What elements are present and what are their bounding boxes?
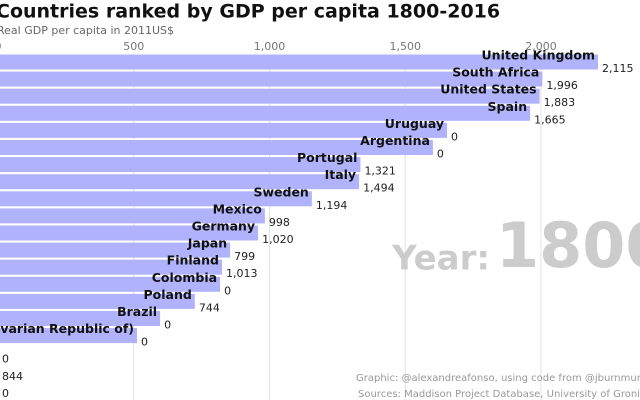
x-tick-label: 2,000 [525, 40, 557, 53]
bar-label: Argentina [360, 133, 430, 148]
bar-label: South Africa [452, 65, 539, 80]
bar [0, 105, 531, 121]
value-label: 0 [164, 319, 171, 332]
bar-label: Japan [187, 236, 227, 251]
bar [0, 242, 231, 258]
value-label: 2,115 [602, 62, 634, 75]
bar [0, 54, 598, 70]
bar-label: United States [440, 82, 536, 97]
value-label: 0 [224, 284, 231, 297]
bar [0, 122, 448, 138]
value-label: 1,194 [316, 199, 348, 212]
x-tick-label: 500 [123, 40, 144, 53]
value-label: 1,013 [226, 267, 258, 280]
value-label: 0 [2, 387, 9, 400]
value-label: 1,321 [364, 165, 396, 178]
bar-label: United Kingdom [482, 48, 595, 63]
bar-label: Brazil [117, 304, 157, 319]
value-label: 0 [451, 130, 458, 143]
x-tick-label: 1,000 [254, 40, 286, 53]
bar-label: Sweden [253, 184, 308, 199]
value-label: 0 [437, 148, 444, 161]
bar-label: Finland [167, 253, 219, 268]
value-label: 844 [2, 370, 23, 383]
chart-subtitle: Real GDP per capita in 2011US$ [0, 24, 174, 37]
bar [0, 157, 361, 173]
bar-label: Germany [192, 219, 255, 234]
bar [0, 208, 265, 224]
bar-label: Portugal [297, 150, 357, 165]
bar-label: Uruguay [385, 116, 444, 131]
bar [0, 259, 222, 275]
value-label: 1,020 [262, 233, 294, 246]
value-label: 1,494 [363, 182, 395, 195]
bar [0, 174, 360, 190]
x-tick-label: 1,500 [389, 40, 421, 53]
value-label: 1,883 [544, 96, 576, 109]
bar [0, 276, 221, 292]
value-label: 1,665 [534, 113, 566, 126]
bar-label: Mexico [213, 201, 263, 216]
bar-label: Italy [325, 167, 357, 182]
value-label: 799 [234, 250, 255, 263]
bar-label: Poland [144, 287, 192, 302]
bar [0, 71, 543, 87]
year-prefix: Year: [391, 239, 490, 279]
x-tick-label: 0 [0, 40, 2, 53]
bar-label: Colombia [152, 270, 217, 285]
credit: Graphic: @alexandreafonso, using code fr… [356, 373, 640, 384]
bar-label: Venezuela (Bolivarian Republic of) [0, 321, 134, 336]
value-label: 0 [141, 336, 148, 349]
bar [0, 293, 195, 309]
bar-label: Spain [488, 99, 528, 114]
chart-title: Countries ranked by GDP per capita 1800-… [0, 1, 500, 23]
bar [0, 311, 161, 326]
bar [0, 328, 138, 344]
credit: Sources: Maddison Project Database, Univ… [358, 389, 640, 400]
bar [0, 140, 433, 155]
value-label: 744 [199, 301, 220, 314]
year: 1800 [496, 209, 640, 282]
value-label: 998 [269, 216, 290, 229]
value-label: 0 [2, 353, 9, 366]
bar [0, 191, 312, 207]
value-label: 1,996 [546, 79, 578, 92]
bar [0, 225, 259, 241]
bar [0, 88, 540, 104]
